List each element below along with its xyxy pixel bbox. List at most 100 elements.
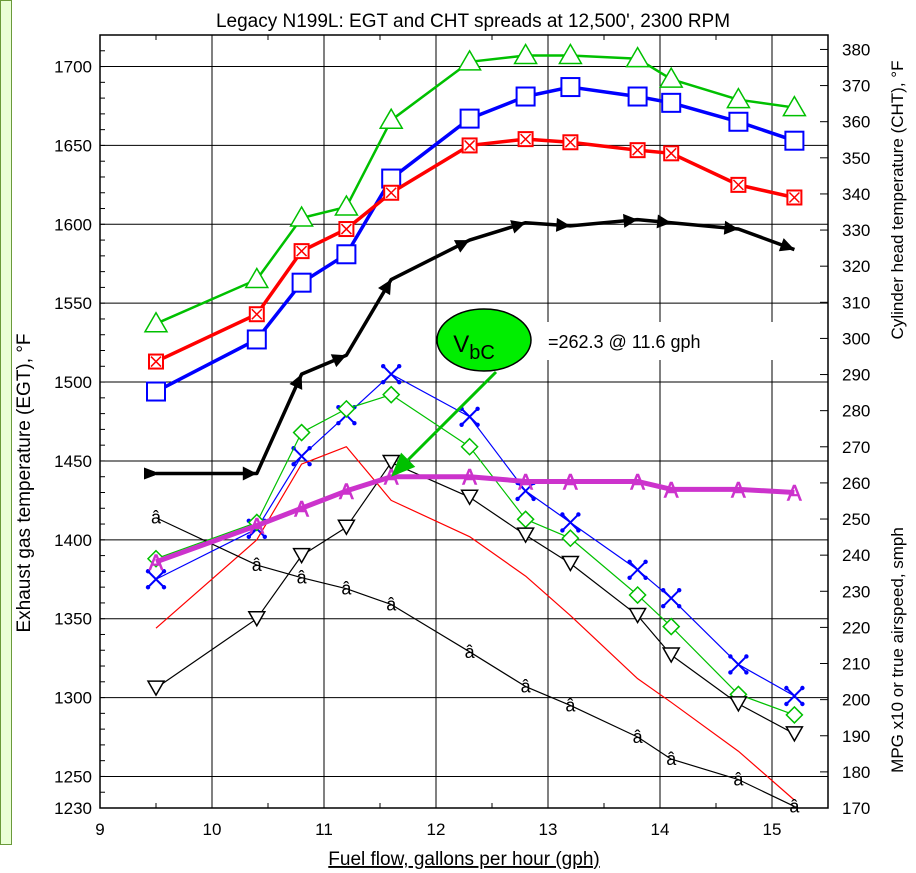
series-line: [155, 461, 795, 735]
data-point-end: [576, 512, 581, 517]
grid-lines: [99, 34, 829, 809]
data-point: [516, 482, 535, 500]
vbc-bubble: [436, 308, 532, 372]
data-point: â: [633, 727, 644, 747]
data-point: [292, 547, 311, 565]
data-point: [785, 726, 804, 743]
data-point: [289, 374, 303, 390]
y-left-tick-label: 1230: [54, 799, 92, 818]
data-point: [289, 205, 314, 227]
data-point: [785, 687, 804, 705]
y-right-tick-label: 320: [842, 257, 870, 276]
data-point-cross: [788, 191, 800, 204]
data-point: [382, 385, 401, 404]
data-point: [247, 610, 267, 628]
data-point: â: [297, 568, 308, 588]
data-point: [146, 680, 166, 697]
y-right-tick-label: 340: [842, 185, 870, 204]
series-1: [143, 43, 807, 333]
y-left-tick-label: 1250: [54, 767, 92, 786]
data-point-end: [744, 654, 749, 659]
data-point: [246, 329, 267, 350]
data-point-end: [627, 559, 632, 564]
data-point-end: [677, 603, 682, 609]
data-point: [381, 454, 401, 472]
y-left-tick-label: 1550: [54, 294, 92, 313]
data-point-end: [161, 569, 167, 574]
series-8: [146, 454, 804, 743]
series-4: [144, 213, 796, 481]
data-point-end: [784, 685, 789, 691]
left-sidebar-strip: [0, 0, 12, 845]
data-point-end: [627, 575, 632, 580]
data-point-end: [381, 363, 386, 369]
data-point: A: [149, 550, 164, 575]
data-point-end: [661, 587, 666, 593]
y-right-tick-label: 360: [842, 113, 870, 132]
data-point-end: [744, 670, 749, 675]
chart-title: Legacy N199L: EGT and CHT spreads at 12,…: [216, 11, 730, 32]
vbc-value-box: [540, 322, 776, 360]
y-right-tick-label: 290: [842, 366, 870, 385]
data-point: [337, 519, 356, 536]
data-point: [560, 77, 581, 98]
y-right-tick-label: 330: [842, 221, 870, 240]
data-point: [728, 111, 749, 132]
data-point: â: [151, 508, 162, 528]
data-point: A: [294, 496, 309, 521]
data-point: [658, 66, 684, 88]
data-point-end: [728, 670, 733, 675]
y-right-axis-label-top: Cylinder head temperature (CHT), °F: [888, 61, 907, 340]
x-tick-label: 9: [95, 820, 104, 839]
data-point-end: [643, 575, 648, 580]
data-point: [623, 213, 638, 228]
data-point-cross: [251, 308, 263, 320]
data-point: [778, 238, 795, 252]
data-point: [291, 272, 312, 293]
data-point-end: [475, 406, 480, 411]
data-point-end: [800, 701, 805, 707]
data-point: [143, 311, 169, 333]
data-point-end: [728, 654, 733, 659]
y-right-tick-label: 220: [842, 618, 870, 637]
data-point: [147, 570, 165, 588]
series-line: [155, 446, 795, 801]
y-right-tick-label: 260: [842, 474, 870, 493]
data-point: â: [789, 796, 800, 816]
data-point-end: [145, 585, 151, 590]
data-point: â: [666, 749, 677, 769]
y-right-tick-labels: 170 180 190 200 210 220 230 240 250 260 270 280 290 3…: [842, 40, 870, 818]
data-point-end: [677, 587, 682, 593]
data-point: [628, 585, 647, 605]
x-tick-label: 12: [427, 820, 446, 839]
data-point-end: [307, 446, 312, 451]
data-point: [555, 217, 571, 232]
y-right-tick-label: 230: [842, 582, 870, 601]
data-point: [628, 607, 647, 625]
series-line: [155, 373, 795, 697]
y-right-tick-label: 190: [842, 727, 870, 746]
data-point: A: [630, 469, 645, 494]
series-9: â â â â â â â â â â â â: [151, 508, 800, 817]
series-line: [155, 474, 795, 565]
data-point: [144, 467, 160, 480]
data-point-cross: [632, 144, 644, 156]
data-point: â: [733, 770, 744, 790]
y-right-tick-label: 300: [842, 329, 870, 348]
data-point-end: [560, 512, 565, 517]
data-point-end: [291, 462, 296, 467]
y-right-tick-label: 350: [842, 149, 870, 168]
data-point-end: [531, 496, 536, 502]
data-point-end: [643, 559, 648, 564]
data-point: [242, 466, 257, 481]
data-point-cross: [340, 223, 352, 235]
data-point: A: [787, 480, 802, 505]
y-right-tick-label: 210: [842, 655, 870, 674]
data-point: [378, 107, 404, 129]
data-point: â: [465, 642, 476, 662]
y-right-axis-label-bottom: MPG x10 or true airspeed, smph: [888, 527, 907, 773]
data-point: [460, 408, 479, 426]
data-point: [378, 279, 392, 296]
y-left-axis-label: Exhaust gas temperature (EGT), °F: [14, 333, 35, 632]
data-point: [784, 130, 805, 151]
